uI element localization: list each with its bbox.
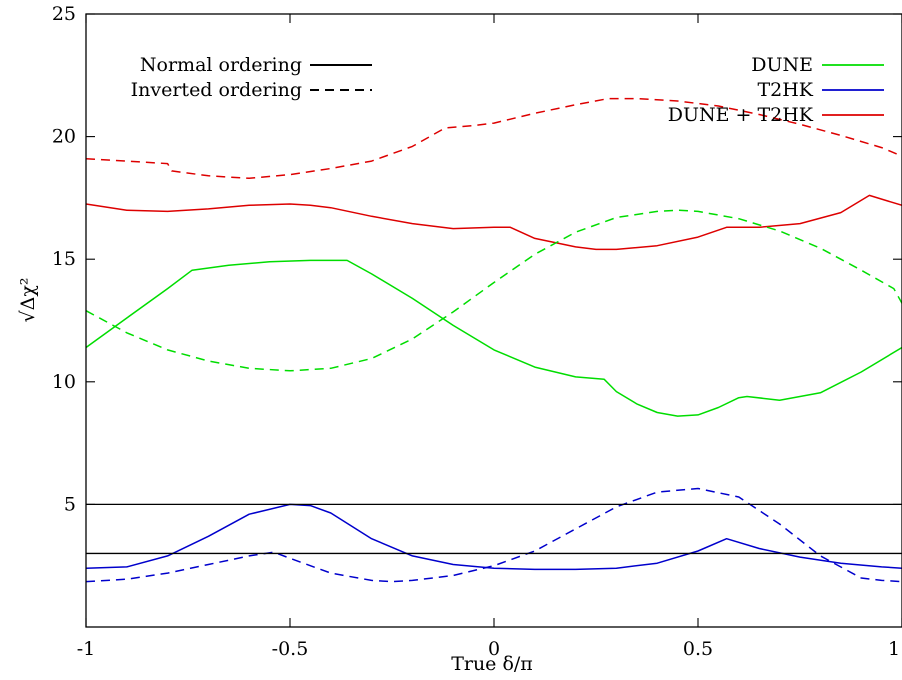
y-tick-label: 10 <box>52 371 76 393</box>
legend-ordering: Normal ordering Inverted ordering <box>131 54 372 101</box>
series-line-t2hk-normal <box>85 503 902 571</box>
legend-experiments: DUNE T2HK DUNE + T2HK <box>668 54 884 126</box>
x-tick-label: 1 <box>888 638 900 660</box>
series-layer <box>85 97 902 583</box>
reference-lines <box>86 503 902 555</box>
series-line-dune-t2hk-normal <box>85 194 902 251</box>
x-tick-label: -0.5 <box>272 638 309 660</box>
series-line-t2hk-inverted <box>85 487 902 583</box>
y-axis-label: √Δχ² <box>17 278 39 323</box>
x-tick-label: 0.5 <box>683 638 713 660</box>
legend-experiment-label: DUNE + T2HK <box>668 104 814 126</box>
x-tick-label: 0 <box>488 638 500 660</box>
legend-experiment-label: T2HK <box>757 79 813 101</box>
y-tick-label: 5 <box>64 493 76 515</box>
y-tick-label: 15 <box>52 248 76 270</box>
y-tick-label: 25 <box>52 3 76 25</box>
series-line-dune-normal <box>85 259 902 417</box>
x-tick-label: -1 <box>77 638 96 660</box>
y-tick-label: 20 <box>52 126 76 148</box>
legend-experiment-label: DUNE <box>751 54 813 76</box>
legend-ordering-label: Normal ordering <box>140 54 302 76</box>
x-axis-label: True δ/π <box>451 653 533 675</box>
legend-ordering-label: Inverted ordering <box>131 79 302 101</box>
series-line-dune-t2hk-inverted <box>85 97 902 180</box>
